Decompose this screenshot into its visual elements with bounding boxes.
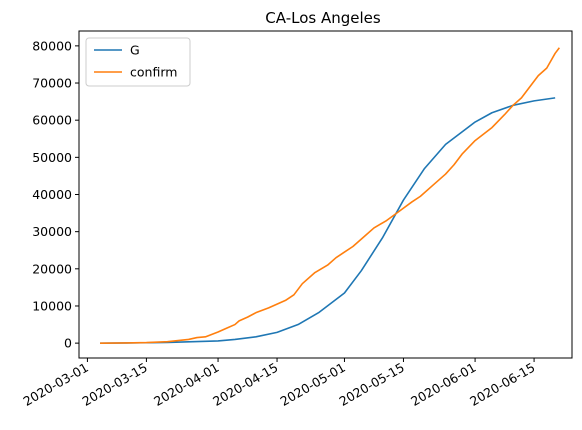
x-tick-label: 2020-05-15	[337, 360, 407, 409]
series-layer	[100, 47, 560, 344]
x-tick-label: 2020-04-01	[151, 360, 221, 409]
y-tick-label: 30000	[32, 224, 72, 239]
series-line-confirm	[100, 47, 560, 344]
x-tick-label: 2020-03-01	[21, 360, 91, 409]
x-tick-label: 2020-05-01	[278, 360, 348, 409]
x-tick-label: 2020-04-15	[210, 360, 280, 409]
x-tick-label: 2020-03-15	[79, 360, 149, 409]
chart-title: CA-Los Angeles	[265, 9, 381, 27]
y-axis: 0 10000 20000 30000 40000 50000 60000 70000 8000…	[32, 38, 79, 351]
y-tick-label: 50000	[32, 150, 72, 165]
y-tick-label: 40000	[32, 187, 72, 202]
legend-label-G: G	[130, 43, 140, 58]
series-line-G	[100, 97, 556, 344]
x-tick-label: 2020-06-01	[408, 360, 478, 409]
y-tick-label: 70000	[32, 76, 72, 91]
legend-label-confirm: confirm	[130, 65, 177, 80]
y-tick-label: 10000	[32, 298, 72, 313]
x-tick-label: 2020-06-15	[467, 360, 537, 409]
y-tick-label: 80000	[32, 38, 72, 53]
y-tick-label: 20000	[32, 261, 72, 276]
y-tick-label: 0	[64, 336, 72, 351]
y-tick-label: 60000	[32, 113, 72, 128]
